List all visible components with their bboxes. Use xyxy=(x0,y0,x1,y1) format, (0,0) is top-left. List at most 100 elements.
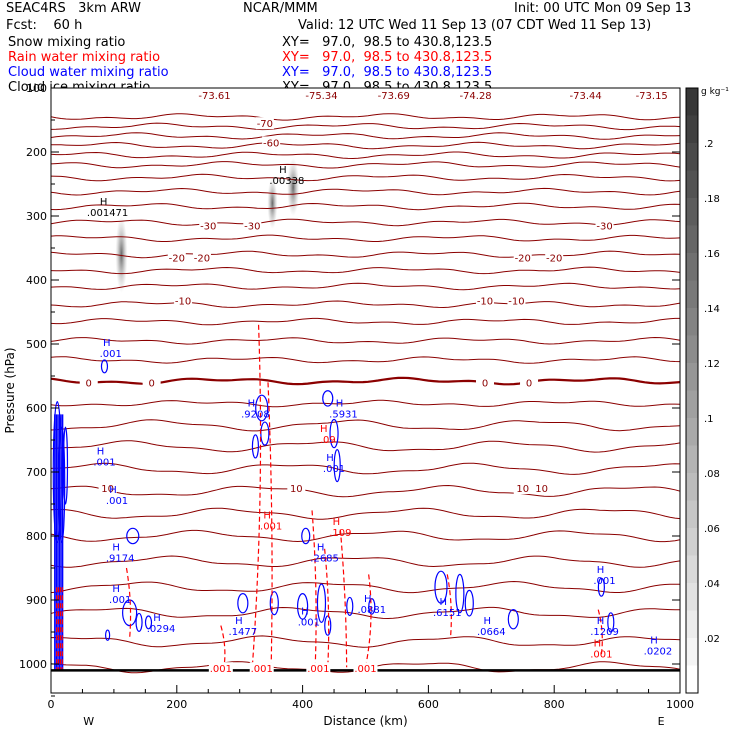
maximum-marker: H xyxy=(364,594,372,605)
temperature-contour xyxy=(51,132,680,140)
temperature-label-bg xyxy=(255,117,274,130)
colorbar-step xyxy=(686,418,698,446)
colorbar-step xyxy=(686,500,698,528)
temperature-label-bg xyxy=(98,482,117,494)
maximum-value: .001 xyxy=(100,349,122,360)
maximum-value: .0294 xyxy=(147,624,176,635)
colorbar-step xyxy=(686,610,698,638)
temperature-label: -30 xyxy=(244,222,260,233)
temperature-label-bg xyxy=(545,251,564,264)
x-tick-label: 400 xyxy=(292,698,313,711)
colorbar-step xyxy=(686,665,698,693)
temperature-label-bg xyxy=(79,376,98,389)
temperature-contour xyxy=(51,462,680,475)
cloud-water-contour-5 xyxy=(251,434,260,459)
rain-water-contour-3 xyxy=(324,548,330,668)
temperature-contour xyxy=(51,266,680,275)
maximum-value: .6151 xyxy=(433,608,462,619)
temperature-contour xyxy=(51,161,680,169)
top-value-label: -75.34 xyxy=(305,91,337,102)
temperature-label: -30 xyxy=(596,222,612,233)
colorbar-step xyxy=(686,253,698,281)
colorbar-step xyxy=(686,363,698,391)
temperature-contour xyxy=(51,122,680,131)
legend-rain-name: Rain water mixing ratio xyxy=(8,50,161,65)
maximum-value: .001 xyxy=(593,576,615,587)
rain-water-contour-0 xyxy=(251,324,262,668)
colorbar-step xyxy=(686,638,698,666)
temperature-contour xyxy=(51,484,680,498)
temperature-label-bg xyxy=(199,219,218,232)
maximum-value: .0202 xyxy=(644,646,673,657)
temperature-contour xyxy=(51,336,680,345)
temperature-label: -70 xyxy=(257,119,273,130)
east-label: E xyxy=(658,715,665,728)
temperature-label-bg xyxy=(174,294,193,307)
cloud-water-contour-27 xyxy=(597,577,605,597)
maximum-value: .001 xyxy=(323,464,345,475)
maximum-value: .00338 xyxy=(269,176,304,187)
cloud-water-contour-26 xyxy=(507,609,519,630)
temperature-contour xyxy=(51,141,680,150)
temperature-label: -20 xyxy=(515,254,531,265)
maximum-value: .001 xyxy=(109,595,131,606)
maximum-value: .001471 xyxy=(87,208,128,219)
rain-water-contour-9 xyxy=(125,567,132,639)
colorbar-step xyxy=(686,445,698,473)
temperature-contour xyxy=(51,507,680,520)
maximum-value: .9208 xyxy=(241,410,270,421)
maximum-marker: H xyxy=(103,338,111,349)
temperature-contour xyxy=(51,173,680,182)
temperature-label: -10 xyxy=(477,296,493,307)
legend-cloudwater-name: Cloud water mixing ratio xyxy=(8,65,169,80)
cloud-water-contour-21 xyxy=(346,596,354,616)
temperature-contour xyxy=(51,151,680,160)
temperature-contour xyxy=(51,529,680,543)
temperature-contour xyxy=(51,234,680,242)
fcst-label: Fcst: 60 h xyxy=(6,18,83,33)
maximum-marker: H xyxy=(597,565,605,576)
maximum-marker: H xyxy=(109,485,117,496)
maximum-value: .2685 xyxy=(310,554,339,565)
temperature-label: 0 xyxy=(526,378,532,389)
temperature-label-bg xyxy=(262,136,281,149)
valid-label: Valid: 12 UTC Wed 11 Sep 13 (07 CDT Wed … xyxy=(298,18,652,33)
maximum-marker: H xyxy=(279,165,287,176)
cloud-water-contour-10 xyxy=(301,527,311,545)
y-tick-label: 1000 xyxy=(19,658,47,671)
rain-water-contour-7 xyxy=(446,574,452,639)
colorbar-step xyxy=(686,88,698,116)
colorbar-step xyxy=(686,170,698,198)
y-tick-label: 300 xyxy=(26,210,47,223)
maximum-value: .001 xyxy=(106,496,128,507)
temperature-contour xyxy=(51,606,680,620)
cloud-water-contour-19 xyxy=(316,583,327,624)
maximum-value: .1209 xyxy=(590,627,619,638)
maximum-value: .9174 xyxy=(106,554,135,565)
colorbar-step xyxy=(686,308,698,336)
x-tick-label: 800 xyxy=(544,698,565,711)
colorbar-step xyxy=(686,473,698,501)
bottom-label-bg xyxy=(306,662,331,674)
maximum-value: .001 xyxy=(590,650,612,661)
x-axis-label: Distance (km) xyxy=(323,714,407,728)
temperature-label: 10 xyxy=(101,484,114,495)
colorbar-tick-label: .14 xyxy=(704,304,720,315)
colorbar-tick-label: .06 xyxy=(704,524,720,535)
temperature-contour xyxy=(51,300,680,309)
colorbar-step xyxy=(686,583,698,611)
y-axis-label: Pressure (hPa) xyxy=(3,347,17,433)
cloud-water-contour-11 xyxy=(100,359,109,374)
colorbar-step xyxy=(686,390,698,418)
temperature-label: -10 xyxy=(175,296,191,307)
maximum-marker: H xyxy=(594,639,602,650)
temperature-label-bg xyxy=(192,251,211,264)
rain-water-contour-1 xyxy=(267,382,273,668)
x-tick-label: 1000 xyxy=(666,698,694,711)
temperature-label-bg xyxy=(507,294,526,307)
temperature-label: -20 xyxy=(169,254,185,265)
y-tick-label: 800 xyxy=(26,530,47,543)
y-tick-label: 200 xyxy=(26,146,47,159)
cloud-water-contour-28 xyxy=(607,612,615,633)
